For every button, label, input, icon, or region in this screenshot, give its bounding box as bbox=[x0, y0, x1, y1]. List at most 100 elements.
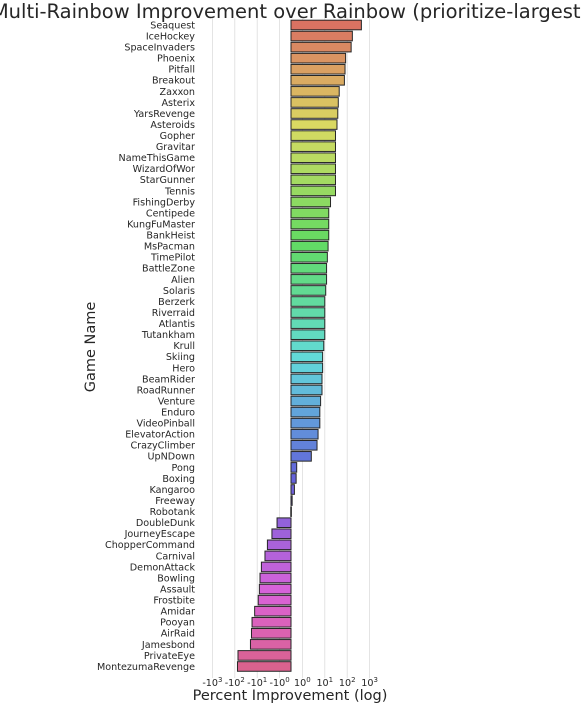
bar-videopinball bbox=[290, 417, 321, 429]
bar-assault bbox=[258, 583, 292, 595]
category-label: RoadRunner bbox=[137, 385, 195, 396]
category-label: AirRaid bbox=[161, 629, 195, 640]
category-label: Amidar bbox=[161, 607, 196, 618]
x-tick-labels: -103 -102 -101 -100 100 101 102 103 bbox=[202, 676, 378, 689]
bar-venture bbox=[290, 395, 322, 407]
bar-amidar bbox=[254, 605, 292, 617]
bar-zaxxon bbox=[290, 86, 340, 97]
category-label: Freeway bbox=[155, 496, 195, 507]
category-label: Zaxxon bbox=[160, 87, 195, 98]
bar-phoenix bbox=[290, 52, 347, 64]
x-tick-label: 102 bbox=[339, 676, 356, 689]
category-label: BeamRider bbox=[142, 374, 195, 385]
category-label: ElevatorAction bbox=[125, 430, 195, 441]
chart-title: Multi-Rainbow Improvement over Rainbow (… bbox=[0, 0, 581, 23]
bar-journeyescape bbox=[271, 528, 292, 540]
category-label: IceHockey bbox=[146, 31, 195, 42]
bar-yarsrevenge bbox=[290, 108, 339, 119]
y-axis-label: Game Name bbox=[83, 302, 99, 393]
bar-krull bbox=[290, 340, 325, 352]
bar-bankheist bbox=[290, 229, 330, 241]
category-label: Asteroids bbox=[150, 120, 195, 131]
bar-pong bbox=[290, 462, 298, 473]
category-label: Berzerk bbox=[158, 297, 195, 308]
bar-kungfumaster bbox=[290, 218, 330, 230]
bar-wizardofwor bbox=[290, 163, 336, 175]
category-label: Pitfall bbox=[168, 65, 195, 76]
bar-airraid bbox=[250, 628, 292, 639]
bar-crazyclimber bbox=[290, 439, 318, 451]
category-label: Enduro bbox=[161, 408, 195, 419]
category-label: Tutankham bbox=[141, 330, 195, 341]
category-label: KungFuMaster bbox=[127, 219, 195, 230]
category-label: Krull bbox=[173, 341, 195, 352]
bar-boxing bbox=[290, 473, 297, 484]
category-label: SpaceInvaders bbox=[124, 43, 195, 54]
bar-montezumarevenge bbox=[236, 661, 292, 672]
bar-stargunner bbox=[290, 174, 336, 186]
bar-elevatoraction bbox=[290, 428, 319, 440]
category-label: Kangaroo bbox=[149, 485, 195, 496]
bar-tutankham bbox=[290, 329, 326, 340]
category-labels: SeaquestIceHockeySpaceInvadersPhoenixPit… bbox=[97, 20, 195, 672]
category-label: Gravitar bbox=[156, 142, 195, 153]
category-label: YarsRevenge bbox=[133, 109, 195, 120]
category-label: Skiing bbox=[166, 352, 195, 363]
bar-berzerk bbox=[290, 296, 326, 307]
category-label: TimePilot bbox=[150, 253, 195, 264]
category-label: WizardOfWor bbox=[133, 164, 195, 175]
category-label: BattleZone bbox=[142, 264, 195, 275]
category-label: FishingDerby bbox=[133, 197, 196, 208]
category-label: Frostbite bbox=[153, 596, 195, 607]
bar-breakout bbox=[290, 75, 345, 86]
category-label: CrazyClimber bbox=[130, 441, 195, 452]
bar-pitfall bbox=[290, 63, 346, 75]
category-label: Boxing bbox=[162, 474, 195, 485]
bar-mspacman bbox=[290, 240, 329, 252]
x-tick-label: -100 bbox=[270, 676, 290, 689]
bar-jamesbond bbox=[249, 639, 292, 650]
category-label: Gopher bbox=[160, 131, 195, 142]
bar-demonattack bbox=[260, 561, 292, 573]
bar-icehockey bbox=[290, 30, 353, 42]
category-label: PrivateEye bbox=[144, 651, 195, 662]
bar-hero bbox=[290, 362, 324, 374]
x-tick-label: 103 bbox=[361, 676, 378, 689]
bar-seaquest bbox=[290, 19, 362, 31]
category-label: BankHeist bbox=[146, 231, 195, 242]
bar-beamrider bbox=[290, 373, 323, 385]
bar-robotank bbox=[290, 506, 292, 517]
bar-choppercommand bbox=[266, 539, 292, 551]
category-label: Asterix bbox=[161, 98, 195, 109]
category-label: Riverraid bbox=[152, 308, 195, 319]
category-label: Bowling bbox=[157, 573, 195, 584]
category-label: Tennis bbox=[164, 186, 195, 197]
bar-fishingderby bbox=[290, 196, 332, 208]
category-label: JourneyEscape bbox=[124, 529, 196, 540]
x-tick-label: 100 bbox=[294, 676, 311, 689]
bar-freeway bbox=[290, 495, 293, 506]
x-tick-label: -102 bbox=[225, 676, 245, 689]
bar-privateeye bbox=[237, 650, 292, 661]
bar-namethisgame bbox=[290, 152, 336, 164]
category-label: Venture bbox=[158, 396, 195, 407]
bar-solaris bbox=[290, 285, 327, 296]
category-label: Assault bbox=[160, 584, 195, 595]
category-label: StarGunner bbox=[140, 175, 195, 186]
bar-carnival bbox=[264, 550, 292, 562]
category-label: Centipede bbox=[146, 208, 195, 219]
bar-alien bbox=[290, 274, 328, 285]
bar-skiing bbox=[290, 351, 324, 363]
category-label: Solaris bbox=[163, 286, 195, 297]
category-label: Hero bbox=[172, 363, 195, 374]
category-label: MsPacman bbox=[144, 242, 195, 253]
category-label: NameThisGame bbox=[119, 153, 196, 164]
bar-asterix bbox=[290, 97, 339, 108]
bars bbox=[236, 19, 362, 672]
category-label: VideoPinball bbox=[137, 419, 196, 430]
category-label: DemonAttack bbox=[130, 562, 196, 573]
category-label: Pooyan bbox=[160, 618, 195, 629]
bar-tennis bbox=[290, 185, 336, 197]
bar-atlantis bbox=[290, 318, 326, 329]
